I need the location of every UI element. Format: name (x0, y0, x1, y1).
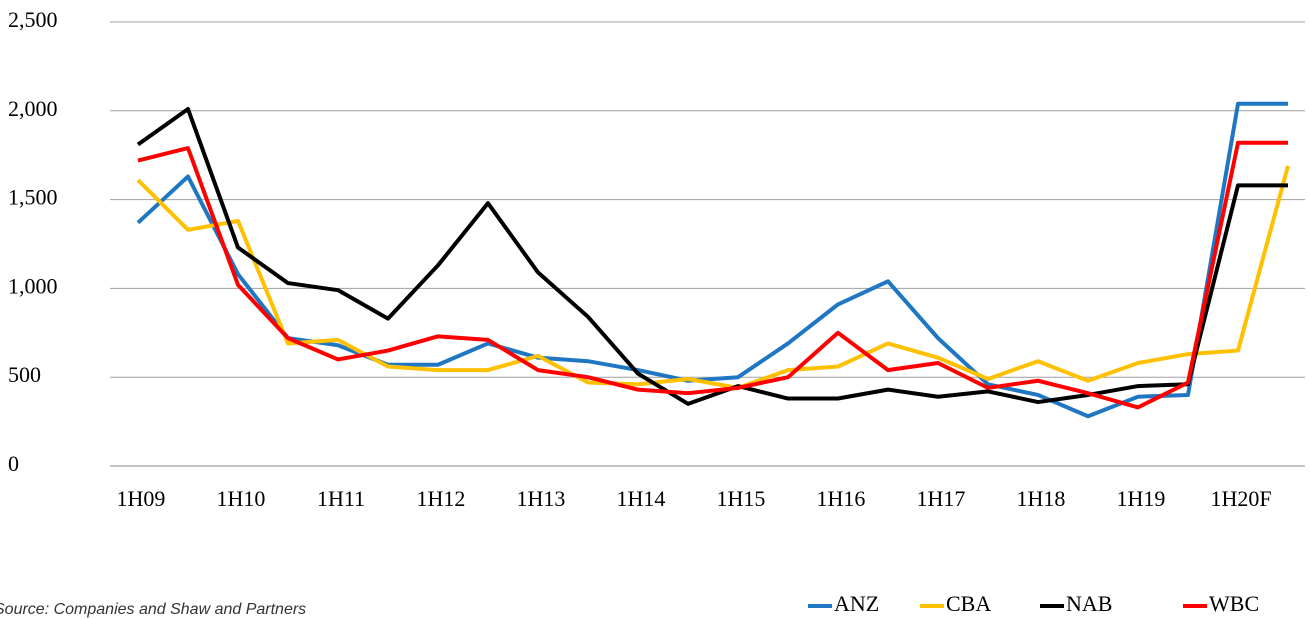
y-tick-label: 0 (8, 451, 19, 476)
y-tick-label: 500 (8, 362, 41, 387)
source-note: Source: Companies and Shaw and Partners (0, 601, 306, 618)
x-tick-label: 1H19 (1117, 486, 1166, 511)
x-tick-label: 1H11 (317, 486, 365, 511)
line-series (136, 165, 1290, 390)
y-tick-label: 1,500 (8, 185, 58, 210)
x-tick-label: 1H15 (717, 486, 766, 511)
line-series (136, 107, 1288, 406)
x-tick-label: 1H12 (417, 486, 466, 511)
legend-label: ANZ (834, 591, 879, 616)
x-tick-label: 1H20F (1210, 486, 1271, 511)
x-tick-label: 1H18 (1017, 486, 1066, 511)
line-series (137, 140, 1288, 410)
x-tick-label: 1H10 (217, 486, 266, 511)
y-tick-label: 2,000 (8, 96, 58, 121)
y-tick-label: 1,000 (8, 273, 58, 298)
x-tick-label: 1H16 (817, 486, 866, 511)
legend-label: NAB (1066, 591, 1112, 616)
legend-label: WBC (1209, 591, 1259, 616)
y-tick-label: 2,500 (8, 7, 58, 32)
legend-label: CBA (946, 591, 991, 616)
x-tick-label: 1H17 (917, 486, 966, 511)
x-tick-label: 1H13 (517, 486, 566, 511)
x-tick-label: 1H14 (617, 486, 666, 511)
line-series (136, 101, 1288, 419)
x-tick-label: 1H09 (117, 486, 166, 511)
